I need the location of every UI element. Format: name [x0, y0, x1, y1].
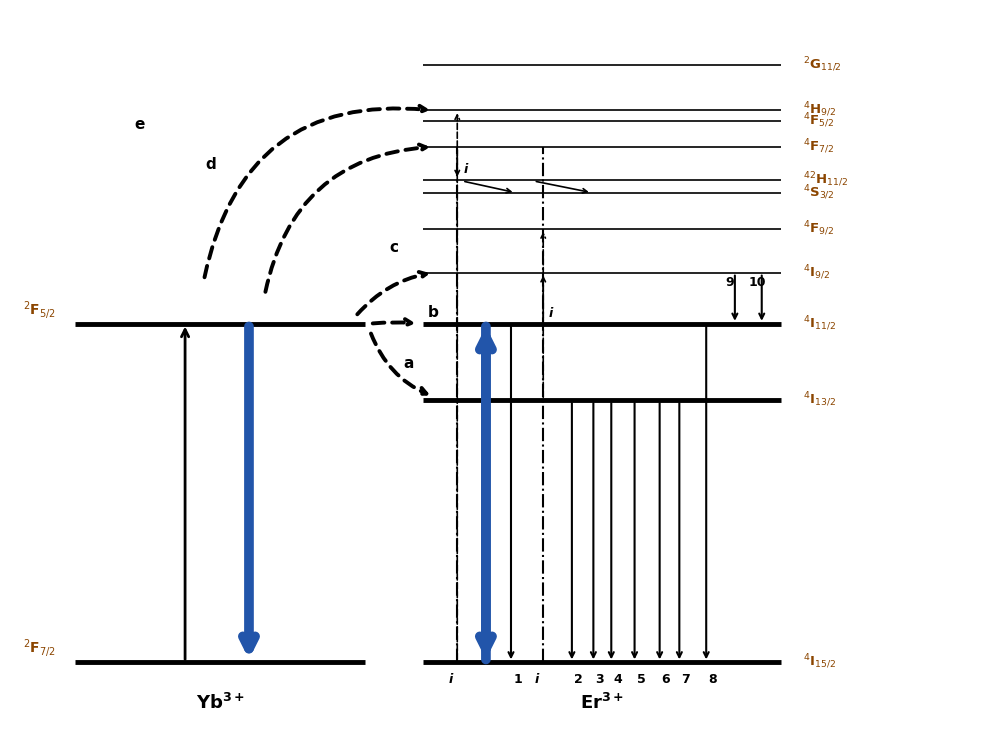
Text: $^4$I$_{13/2}$: $^4$I$_{13/2}$	[802, 391, 836, 410]
Text: 10: 10	[748, 276, 766, 289]
Text: $^4$I$_{9/2}$: $^4$I$_{9/2}$	[802, 263, 830, 282]
Text: 5: 5	[636, 673, 645, 686]
Text: i: i	[549, 307, 553, 320]
Text: $\mathbf{Yb^{3+}}$: $\mathbf{Yb^{3+}}$	[195, 693, 245, 713]
Text: $^2$F$_{5/2}$: $^2$F$_{5/2}$	[23, 299, 55, 321]
Text: 1: 1	[514, 673, 522, 686]
Text: b: b	[428, 305, 439, 320]
Text: $^4$I$_{11/2}$: $^4$I$_{11/2}$	[802, 315, 836, 333]
Text: $^4$F$_{5/2}$: $^4$F$_{5/2}$	[802, 112, 834, 131]
Text: 3: 3	[595, 673, 604, 686]
Text: i: i	[449, 673, 453, 686]
Text: $\mathbf{Er^{3+}}$: $\mathbf{Er^{3+}}$	[580, 693, 625, 713]
Text: i: i	[464, 162, 468, 176]
Text: $^4$F$_{9/2}$: $^4$F$_{9/2}$	[802, 220, 834, 238]
Text: 8: 8	[708, 673, 717, 686]
Text: $^{42}$H$_{11/2}$: $^{42}$H$_{11/2}$	[802, 171, 847, 188]
Text: 7: 7	[682, 673, 690, 686]
Text: 4: 4	[613, 673, 622, 686]
Text: i: i	[534, 673, 538, 686]
Text: 9: 9	[726, 276, 735, 289]
Text: $^2$G$_{11/2}$: $^2$G$_{11/2}$	[802, 56, 842, 74]
Text: $^4$S$_{3/2}$: $^4$S$_{3/2}$	[802, 183, 835, 202]
Text: c: c	[390, 240, 399, 255]
Text: a: a	[404, 356, 413, 371]
Text: d: d	[206, 157, 216, 172]
Text: 2: 2	[573, 673, 582, 686]
Text: $^2$F$_{7/2}$: $^2$F$_{7/2}$	[23, 637, 55, 660]
Text: $^4$H$_{9/2}$: $^4$H$_{9/2}$	[802, 101, 836, 119]
Text: $^4$I$_{15/2}$: $^4$I$_{15/2}$	[802, 653, 836, 672]
Text: e: e	[135, 117, 144, 132]
Text: $^4$F$_{7/2}$: $^4$F$_{7/2}$	[802, 137, 834, 156]
Text: 6: 6	[662, 673, 670, 686]
